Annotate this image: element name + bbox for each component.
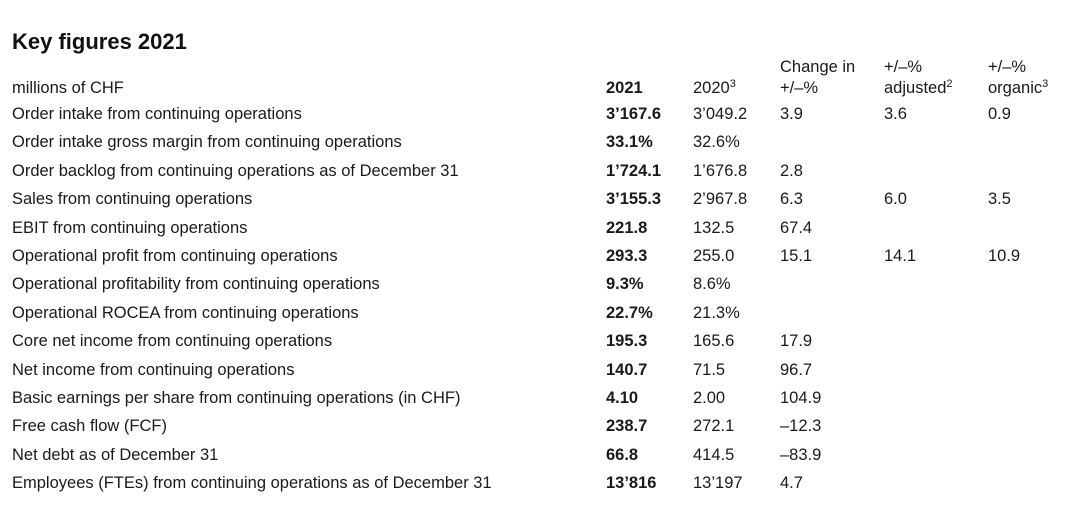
table-row: Free cash flow (FCF) 238.7 272.1 –12.3 [0, 412, 1069, 440]
value-change: 67.4 [780, 218, 813, 237]
value-2021: 195.3 [606, 332, 648, 351]
value-2020: 2.00 [693, 388, 726, 407]
value-2020: 3’049.2 [693, 105, 748, 123]
header-change-line2: +/–% [780, 79, 819, 97]
value-2020: 1’676.8 [693, 161, 748, 180]
row-label: Basic earnings per share from continuing… [12, 388, 461, 407]
value-change: 104.9 [780, 388, 822, 407]
header-organic-text: organic [988, 79, 1043, 97]
table-body: Order intake from continuing operations 3… [0, 100, 1069, 497]
table-row: Net debt as of December 31 66.8 414.5 –83.9 [0, 441, 1069, 469]
table-row: Operational ROCEA from continuing operat… [0, 299, 1069, 327]
value-2021: 66.8 [606, 445, 639, 464]
value-2021: 3’167.6 [606, 105, 662, 123]
value-2021: 293.3 [606, 246, 648, 265]
value-2020: 71.5 [693, 360, 726, 379]
value-change: 15.1 [780, 246, 813, 265]
value-organic: 0.9 [988, 105, 1011, 123]
value-organic: 3.5 [988, 190, 1011, 209]
header-change-line1: Change in [780, 58, 856, 76]
header-2020: 20203 [693, 78, 736, 99]
value-2021: 1’724.1 [606, 161, 662, 180]
row-label: Employees (FTEs) from continuing operati… [12, 474, 492, 493]
value-2021: 221.8 [606, 218, 648, 237]
table-row: Basic earnings per share from continuing… [0, 384, 1069, 412]
value-change: 4.7 [780, 474, 803, 493]
value-2020: 272.1 [693, 417, 735, 436]
row-label: Operational ROCEA from continuing operat… [12, 303, 359, 322]
header-change: Change in +/–% [780, 57, 855, 99]
value-2021: 33.1% [606, 133, 653, 152]
header-adjusted-line1: +/–% [884, 58, 923, 76]
value-2021: 9.3% [606, 275, 644, 294]
table-header: millions of CHF 2021 20203 Change in +/–… [0, 57, 1069, 99]
value-change: –83.9 [780, 445, 822, 464]
row-label: Order backlog from continuing operations… [12, 161, 459, 180]
value-change: 17.9 [780, 332, 813, 351]
value-adjusted: 14.1 [884, 246, 917, 265]
table-row: Employees (FTEs) from continuing operati… [0, 469, 1069, 497]
table-row: EBIT from continuing operations 221.8 132.… [0, 214, 1069, 242]
table-row: Sales from continuing operations 3’155.3 2… [0, 185, 1069, 213]
value-2021: 140.7 [606, 360, 648, 379]
header-adjusted-line2: adjusted2 [884, 78, 953, 99]
value-change: 3.9 [780, 105, 803, 123]
value-2021: 4.10 [606, 388, 639, 407]
header-adjusted-footnote: 2 [946, 78, 953, 90]
header-adjusted: +/–% adjusted2 [884, 57, 953, 99]
row-label: Order intake gross margin from continuin… [12, 133, 402, 152]
value-2020: 132.5 [693, 218, 735, 237]
value-adjusted: 6.0 [884, 190, 907, 209]
row-label: Operational profit from continuing opera… [12, 246, 338, 265]
header-units-label: millions of CHF [12, 79, 124, 97]
table-row: Operational profitability from continuin… [0, 270, 1069, 298]
value-change: 6.3 [780, 190, 803, 209]
row-label: Net income from continuing operations [12, 360, 295, 379]
row-label: Free cash flow (FCF) [12, 417, 167, 436]
value-2021: 22.7% [606, 303, 653, 322]
value-2020: 2’967.8 [693, 190, 748, 209]
value-change: –12.3 [780, 417, 822, 436]
row-label: Net debt as of December 31 [12, 445, 219, 464]
table-row: Operational profit from continuing opera… [0, 242, 1069, 270]
page-title: Key figures 2021 [12, 29, 187, 54]
value-adjusted: 3.6 [884, 105, 907, 123]
row-label: Sales from continuing operations [12, 190, 253, 209]
value-2020: 32.6% [693, 133, 740, 152]
header-organic-footnote: 3 [1042, 78, 1049, 90]
header-2021: 2021 [606, 79, 643, 97]
value-2021: 238.7 [606, 417, 648, 436]
value-organic: 10.9 [988, 246, 1021, 265]
table-row: Order intake from continuing operations 3… [0, 100, 1069, 128]
table-row: Order backlog from continuing operations… [0, 157, 1069, 185]
value-2021: 13’816 [606, 474, 657, 493]
value-2020: 13’197 [693, 474, 743, 493]
header-2020-text: 2020 [693, 79, 730, 97]
header-organic: +/–% organic3 [988, 57, 1048, 99]
value-2021: 3’155.3 [606, 190, 662, 209]
value-change: 96.7 [780, 360, 813, 379]
header-2020-footnote: 3 [729, 78, 736, 90]
value-2020: 8.6% [693, 275, 731, 294]
row-label: Operational profitability from continuin… [12, 275, 380, 294]
table-row: Core net income from continuing operatio… [0, 327, 1069, 355]
table-row: Net income from continuing operations 140… [0, 356, 1069, 384]
header-adjusted-text: adjusted [884, 79, 947, 97]
value-2020: 165.6 [693, 332, 735, 351]
row-label: EBIT from continuing operations [12, 218, 248, 237]
value-2020: 21.3% [693, 303, 740, 322]
header-organic-line2: organic3 [988, 78, 1048, 99]
value-2020: 255.0 [693, 246, 735, 265]
row-label: Order intake from continuing operations [12, 105, 302, 123]
row-label: Core net income from continuing operatio… [12, 332, 333, 351]
table-row: Order intake gross margin from continuin… [0, 128, 1069, 156]
header-organic-line1: +/–% [988, 58, 1027, 76]
value-2020: 414.5 [693, 445, 735, 464]
value-change: 2.8 [780, 161, 803, 180]
